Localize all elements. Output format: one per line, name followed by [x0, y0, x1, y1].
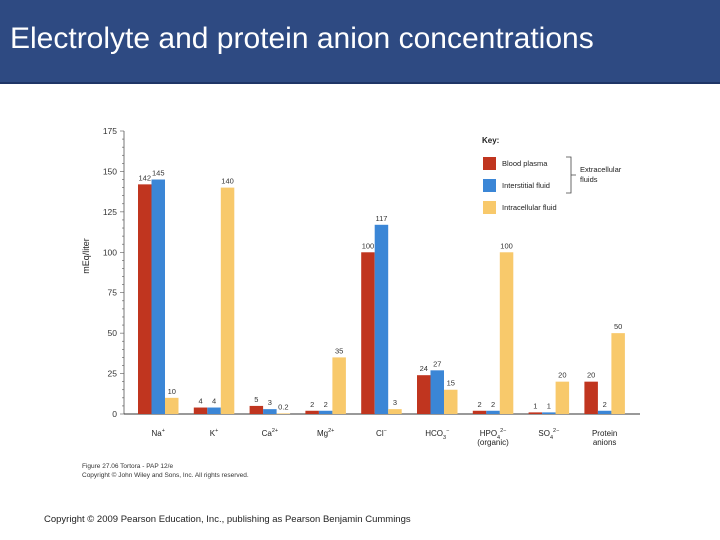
- bar-value-label: 15: [447, 379, 455, 388]
- legend-label: Intracellular fluid: [502, 203, 557, 212]
- bar-value-label: 2: [310, 400, 314, 409]
- bar-value-label: 10: [168, 387, 176, 396]
- legend-swatch: [483, 179, 496, 192]
- bar: [444, 389, 458, 414]
- figure-credit-line2: Copyright © John Wiley and Sons, Inc. Al…: [82, 472, 249, 479]
- bar-value-label: 3: [268, 398, 272, 407]
- category-label: Protein: [592, 429, 617, 438]
- category-label: Ca2+: [262, 428, 279, 438]
- bar-value-label: 2: [491, 400, 495, 409]
- y-tick-label: 100: [103, 247, 117, 257]
- bar-value-label: 145: [152, 169, 165, 178]
- bar: [305, 410, 319, 414]
- bar-value-label: 2: [324, 400, 328, 409]
- bar: [361, 252, 375, 414]
- category-label: Na+: [152, 428, 165, 438]
- bar: [499, 252, 514, 414]
- legend-group-label-line1: Extracellular: [580, 165, 622, 174]
- bar: [597, 410, 612, 414]
- bar-value-label: 20: [558, 371, 566, 380]
- bar: [165, 397, 179, 414]
- bar: [220, 187, 235, 414]
- y-axis-label: mEq/liter: [81, 238, 91, 274]
- bar-value-label: 5: [254, 395, 258, 404]
- y-tick-label: 150: [103, 166, 117, 176]
- category-label: Cl−: [376, 428, 387, 438]
- bar: [388, 409, 402, 414]
- bar: [542, 412, 556, 414]
- bar: [332, 357, 346, 414]
- bar-value-label: 35: [335, 346, 343, 355]
- legend-swatch: [483, 157, 496, 170]
- bar: [555, 381, 570, 414]
- legend-group-label-line2: fluids: [580, 175, 598, 184]
- bar: [138, 184, 152, 414]
- bar-value-label: 2: [477, 400, 481, 409]
- bar-value-label: 4: [198, 397, 202, 406]
- legend-title: Key:: [482, 136, 499, 145]
- legend-bracket: [566, 156, 576, 194]
- bar-value-label: 20: [587, 371, 595, 380]
- bar: [151, 179, 165, 414]
- category-label-line2: anions: [593, 438, 617, 447]
- bar-value-label: 2: [603, 400, 607, 409]
- copyright-notice: Copyright © 2009 Pearson Education, Inc.…: [44, 514, 411, 525]
- title-bar: Electrolyte and protein anion concentrat…: [0, 0, 720, 84]
- bar-value-label: 1: [533, 401, 537, 410]
- bar-value-label: 1: [547, 401, 551, 410]
- bar-value-label: 0.2: [278, 403, 288, 412]
- category-label: HPO42−: [480, 428, 507, 441]
- bar: [263, 409, 277, 414]
- bar-value-label: 3: [393, 398, 397, 407]
- bar: [472, 410, 487, 414]
- bar-value-label: 4: [212, 397, 216, 406]
- bar: [486, 410, 500, 414]
- y-tick-label: 75: [108, 288, 118, 298]
- figure-credit-line1: Figure 27.06 Tortora - PAP 12/e: [82, 463, 174, 470]
- bar: [249, 405, 264, 414]
- legend-swatch: [483, 201, 496, 214]
- bar: [528, 412, 543, 414]
- category-label-line2: (organic): [477, 438, 509, 447]
- bar: [611, 333, 625, 414]
- bar: [276, 413, 291, 414]
- category-label: Mg2+: [317, 428, 334, 438]
- bar: [417, 375, 431, 414]
- bar-value-label: 100: [500, 241, 513, 250]
- bar: [193, 407, 208, 414]
- category-label: SO42−: [538, 428, 559, 441]
- bar-value-label: 142: [138, 173, 151, 182]
- bar: [374, 224, 389, 414]
- bar-value-label: 140: [221, 177, 234, 186]
- legend-label: Blood plasma: [502, 159, 548, 168]
- bar-value-label: 100: [362, 241, 375, 250]
- bar-value-label: 50: [614, 322, 622, 331]
- bar: [207, 407, 221, 414]
- y-tick-label: 125: [103, 207, 117, 217]
- category-label: HCO3−: [425, 428, 449, 441]
- bar-value-label: 117: [375, 214, 387, 223]
- bar-value-label: 24: [420, 364, 428, 373]
- bar: [430, 370, 444, 414]
- slide-title: Electrolyte and protein anion concentrat…: [10, 22, 594, 55]
- y-tick-label: 0: [112, 409, 117, 419]
- bar: [584, 381, 598, 414]
- figure-credit: Figure 27.06 Tortora - PAP 12/e Copyrigh…: [82, 462, 249, 480]
- y-tick-label: 50: [108, 328, 118, 338]
- legend-label: Interstitial fluid: [502, 181, 550, 190]
- bar-value-label: 27: [433, 359, 441, 368]
- y-tick-label: 175: [103, 126, 117, 136]
- bar: [318, 410, 333, 414]
- category-label: K+: [210, 428, 219, 438]
- y-tick-label: 25: [108, 369, 118, 379]
